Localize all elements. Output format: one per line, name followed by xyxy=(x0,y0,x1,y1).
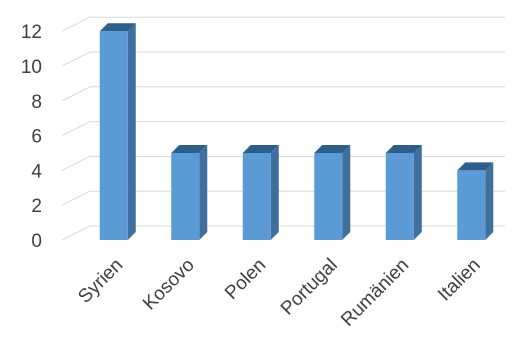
bar xyxy=(242,145,279,240)
y-tick-label: 8 xyxy=(31,92,42,113)
y-tick-label: 0 xyxy=(31,231,42,252)
bar-top-face xyxy=(457,162,494,171)
x-tick-label: Portugal xyxy=(277,255,342,320)
gridline xyxy=(61,190,505,206)
y-tick-label: 10 xyxy=(21,57,42,78)
y-tick-label: 4 xyxy=(31,161,42,182)
y-tick-label: 2 xyxy=(31,196,42,217)
bar-top-face xyxy=(99,23,136,32)
x-tick-label: Kosovo xyxy=(139,255,199,315)
bar-side-face xyxy=(127,23,136,241)
bar-side-face xyxy=(485,162,494,240)
x-tick-label: Syrien xyxy=(74,255,127,308)
x-tick-label: Polen xyxy=(221,255,270,304)
bars xyxy=(99,23,494,241)
gridline xyxy=(61,155,505,171)
bar-side-face xyxy=(413,145,422,240)
y-tick-label: 12 xyxy=(21,22,42,43)
gridline xyxy=(61,86,505,102)
bar-front-face xyxy=(385,153,414,240)
bar-side-face xyxy=(270,145,279,240)
x-tick-label: Rumänien xyxy=(337,255,413,331)
bar xyxy=(171,145,208,240)
bar-top-face xyxy=(314,145,351,153)
bar xyxy=(314,145,351,240)
gridline xyxy=(61,225,505,241)
y-tick-label: 6 xyxy=(31,127,42,148)
bar-front-face xyxy=(171,153,200,240)
gridlines xyxy=(61,16,505,241)
gridline xyxy=(61,121,505,137)
gridline xyxy=(61,16,505,32)
bar-side-face xyxy=(199,145,208,240)
bar-top-face xyxy=(171,145,208,153)
bar xyxy=(99,23,136,241)
bar xyxy=(385,145,422,240)
bar-front-face xyxy=(457,170,486,240)
bar-front-face xyxy=(242,153,271,240)
y-axis-tick-labels: 0 2 4 6 8 10 12 xyxy=(21,22,43,252)
bar-top-face xyxy=(385,145,422,153)
bar-top-face xyxy=(242,145,279,153)
bar-side-face xyxy=(342,145,351,240)
bar-front-face xyxy=(99,31,128,241)
bar xyxy=(457,162,494,240)
gridline xyxy=(61,51,505,67)
x-tick-label: Italien xyxy=(434,255,485,306)
bar-front-face xyxy=(314,153,343,240)
